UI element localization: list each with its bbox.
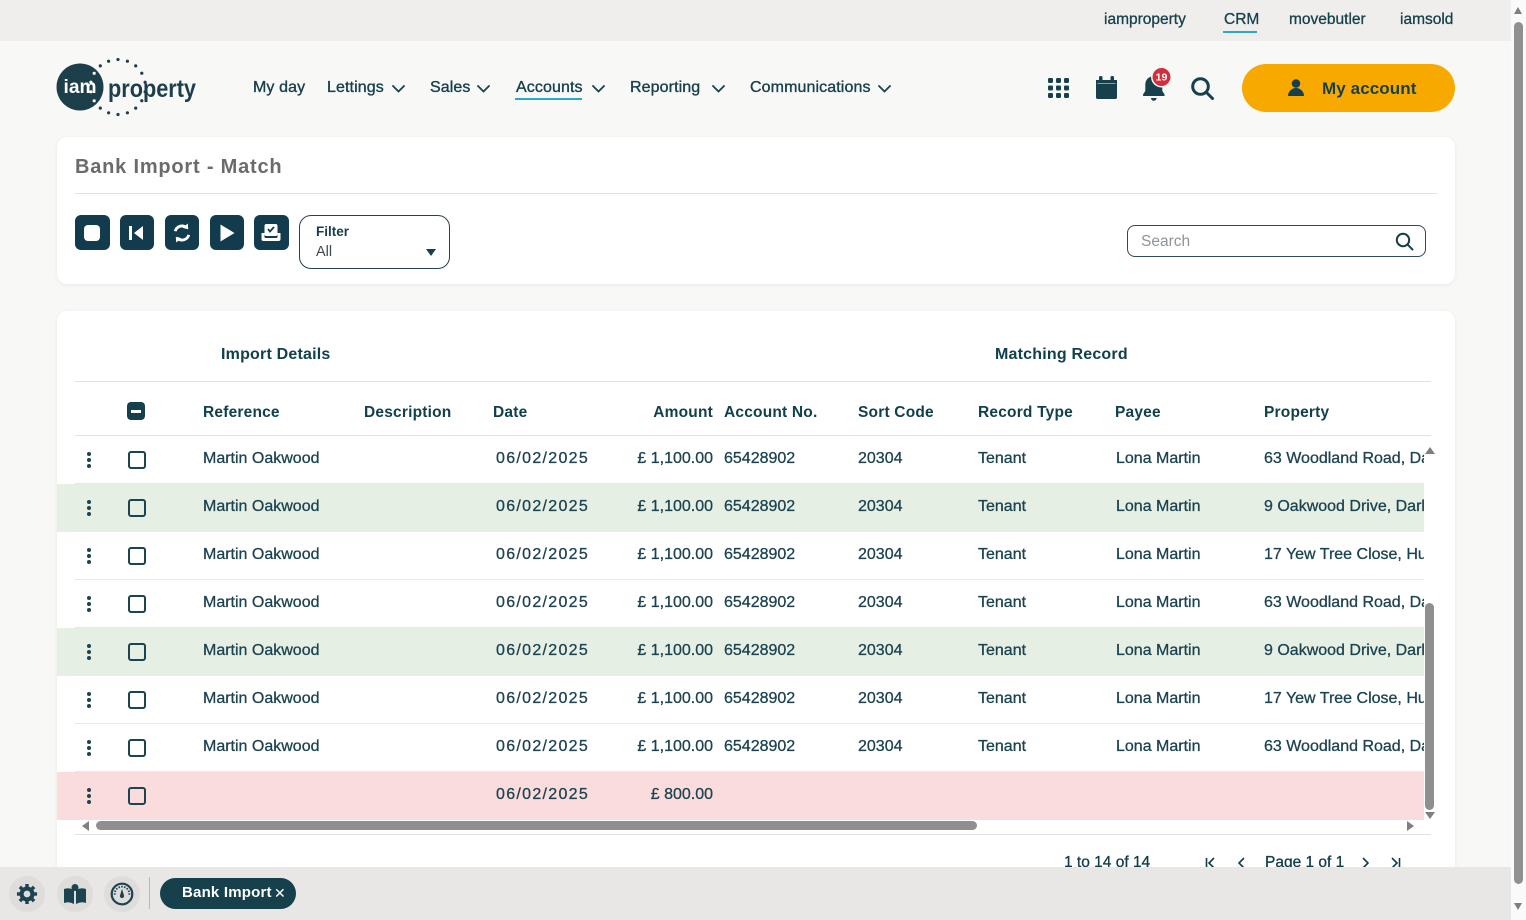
svg-text:property: property [108, 75, 196, 103]
svg-text:iam: iam [64, 77, 97, 98]
svg-text:19: 19 [1156, 72, 1168, 84]
